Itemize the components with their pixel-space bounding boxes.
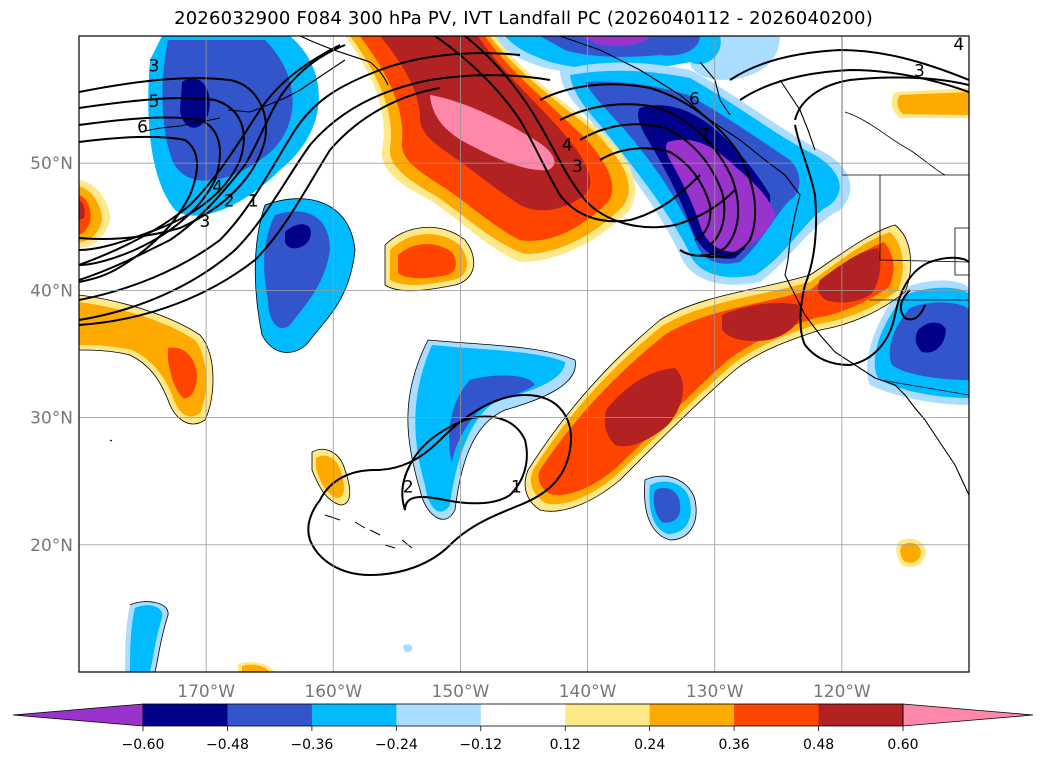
lon-tick-label: 160°W <box>304 682 362 702</box>
contour-label: 3 <box>572 157 583 177</box>
colorbar-tick-label: 0.12 <box>550 737 581 753</box>
lon-tick-label: 120°W <box>813 682 871 702</box>
contour-label: 6 <box>689 90 700 110</box>
lat-tick-label: 20°N <box>30 536 73 556</box>
contour-label: 4 <box>562 135 573 155</box>
contour-label: 6 <box>137 118 148 138</box>
latitude-tick-labels: 20°N 30°N 40°N 50°N <box>30 154 73 556</box>
colorbar-segment <box>818 704 904 726</box>
colorbar-tick-label: −0.12 <box>459 737 502 753</box>
lon-tick-label: 170°W <box>177 682 235 702</box>
negative-anomaly-central <box>407 340 576 520</box>
pv-outline-contours <box>79 198 912 672</box>
negative-anomaly-small-south <box>644 476 697 540</box>
colorbar-tick-label: −0.48 <box>206 737 249 753</box>
contour-label: 1 <box>511 478 522 498</box>
colorbar-tick-label: −0.60 <box>122 737 165 753</box>
negative-anomaly-nw <box>148 36 319 216</box>
contour-label: 7 <box>699 125 710 145</box>
colorbar-segment <box>480 704 566 726</box>
colorbar-tick-label: 0.36 <box>719 737 750 753</box>
colorbar-tick-label: −0.24 <box>375 737 418 753</box>
colorbar-tick-label: 0.60 <box>887 737 918 753</box>
graticule <box>79 36 969 672</box>
map-frame <box>78 35 970 673</box>
colorbar: −0.60 −0.48 −0.36 −0.24 −0.12 0.12 0.24 0.36 0.4… <box>12 703 1034 753</box>
colorbar-extend-min <box>12 703 144 727</box>
lat-tick-label: 30°N <box>30 409 73 429</box>
colorbar-segments <box>12 703 1034 727</box>
colorbar-segment <box>649 704 735 726</box>
longitude-tick-labels: 170°W 160°W 150°W 140°W 130°W 120°W <box>177 682 871 702</box>
contour-label: 2 <box>224 191 235 211</box>
contour-label: 3 <box>199 212 210 232</box>
lat-tick-label: 40°N <box>30 281 73 301</box>
colorbar-tick-label: 0.24 <box>634 737 665 753</box>
ivt-contours <box>79 36 969 577</box>
positive-anomaly-west-edge <box>79 180 214 424</box>
colorbar-segment <box>311 704 397 726</box>
lon-tick-label: 130°W <box>686 682 744 702</box>
lon-tick-label: 140°W <box>559 682 617 702</box>
lon-tick-label: 150°W <box>432 682 490 702</box>
positive-anomaly-small-patches <box>238 88 969 672</box>
map-layers <box>79 36 969 672</box>
colorbar-segment <box>565 704 651 726</box>
positive-anomaly-small-north <box>385 227 474 291</box>
contour-label: 4 <box>212 177 223 197</box>
contour-label: 1 <box>248 191 259 211</box>
colorbar-segment <box>143 704 228 726</box>
colorbar-tick-label: 0.48 <box>803 737 834 753</box>
colorbar-segment <box>227 704 313 726</box>
colorbar-outline <box>142 703 904 727</box>
colorbar-tick-labels: −0.60 −0.48 −0.36 −0.24 −0.12 0.12 0.24 0.36 0.4… <box>122 726 919 753</box>
lat-tick-label: 50°N <box>30 154 73 174</box>
contour-label: 4 <box>953 35 964 55</box>
pv-shading <box>79 36 969 672</box>
colorbar-segment <box>734 704 820 726</box>
negative-anomaly-west <box>255 198 355 353</box>
colorbar-tick-label: −0.36 <box>290 737 333 753</box>
contour-label: 3 <box>914 62 925 82</box>
contour-label: 5 <box>149 92 160 112</box>
negative-anomaly-southwest <box>125 601 413 672</box>
islands <box>109 439 413 549</box>
contour-label: 2 <box>403 478 414 498</box>
contour-label: 3 <box>149 57 160 77</box>
plot-title: 2026032900 F084 300 hPa PV, IVT Landfall… <box>174 8 873 29</box>
negative-anomaly-northeast <box>560 62 851 285</box>
positive-anomaly-band <box>525 225 911 512</box>
colorbar-extend-max <box>902 703 1034 727</box>
negative-anomaly-california <box>866 280 969 405</box>
colorbar-segment <box>396 704 482 726</box>
